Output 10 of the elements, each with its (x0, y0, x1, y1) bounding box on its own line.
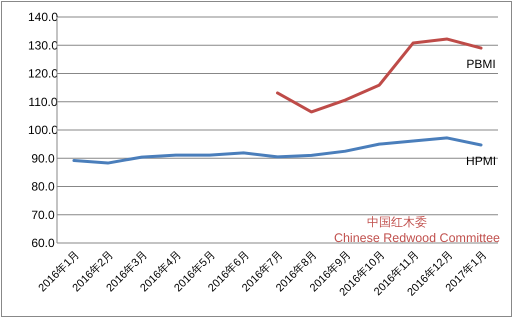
annotation: Chinese Redwood Committee (334, 231, 500, 245)
y-tick-label: 90.0 (31, 151, 55, 166)
series-label: PBMI (466, 57, 496, 72)
y-tick-label: 70.0 (31, 208, 55, 222)
y-tick-label: 110.0 (28, 94, 58, 109)
y-tick-label: 80.0 (31, 180, 55, 194)
y-tick-label: 140.0 (28, 10, 58, 24)
annotation: 中国红木委 (367, 215, 427, 229)
y-tick-label: 60.0 (31, 236, 55, 250)
series-label: HPMI (466, 154, 496, 168)
